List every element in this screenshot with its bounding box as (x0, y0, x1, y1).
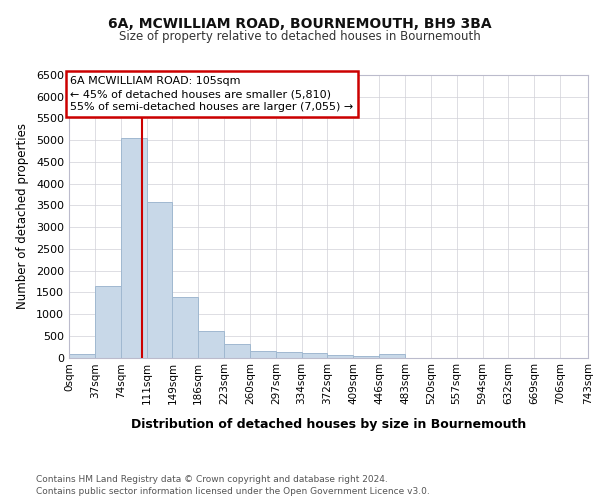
Bar (250, 351, 276, 358)
Text: Contains HM Land Registry data © Crown copyright and database right 2024.: Contains HM Land Registry data © Crown c… (36, 474, 388, 484)
Bar (379, 354, 405, 358)
Bar (146, 202, 172, 358)
Text: Contains public sector information licensed under the Open Government Licence v3: Contains public sector information licen… (36, 486, 430, 496)
Bar (95, 286, 121, 358)
Y-axis label: Number of detached properties: Number of detached properties (16, 123, 29, 309)
Bar (302, 353, 328, 358)
Bar (328, 356, 353, 358)
Text: 6A, MCWILLIAM ROAD, BOURNEMOUTH, BH9 3BA: 6A, MCWILLIAM ROAD, BOURNEMOUTH, BH9 3BA (108, 18, 492, 32)
Bar (224, 344, 250, 358)
Text: 6A MCWILLIAM ROAD: 105sqm
← 45% of detached houses are smaller (5,810)
55% of se: 6A MCWILLIAM ROAD: 105sqm ← 45% of detac… (70, 76, 353, 112)
Bar (121, 138, 146, 358)
X-axis label: Distribution of detached houses by size in Bournemouth: Distribution of detached houses by size … (131, 418, 526, 432)
Text: Size of property relative to detached houses in Bournemouth: Size of property relative to detached ho… (119, 30, 481, 43)
Bar (198, 330, 224, 357)
Bar (276, 352, 302, 358)
Bar (172, 296, 198, 358)
Bar (353, 356, 379, 358)
Bar (69, 354, 95, 358)
